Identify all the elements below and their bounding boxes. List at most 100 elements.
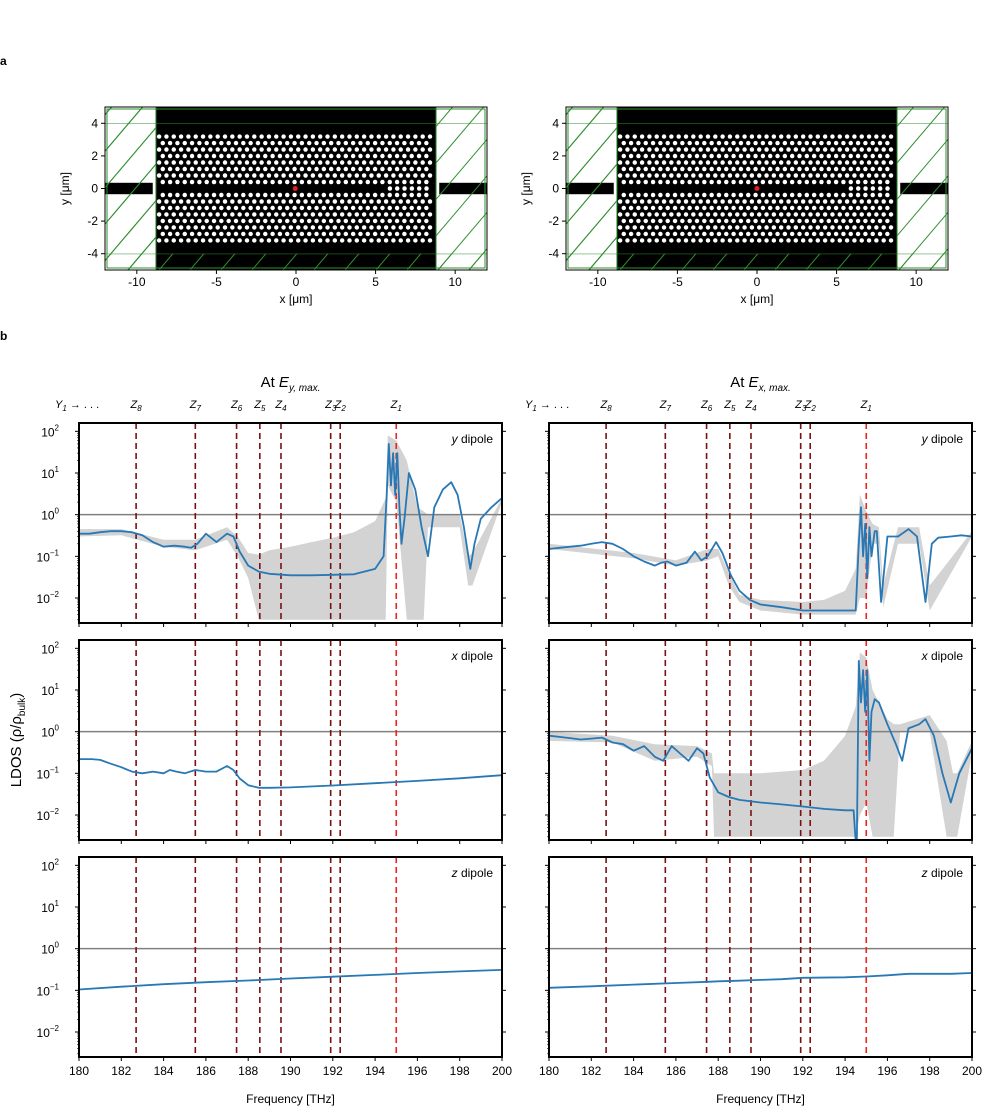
source-point <box>754 186 760 191</box>
x-tick-label: -5 <box>211 275 222 289</box>
ldos-line <box>549 972 972 989</box>
x-tick-label: 10 <box>909 275 923 289</box>
y-tick-label: 100 <box>41 941 59 957</box>
y-tick-label: 101 <box>41 465 59 481</box>
hole-lattice <box>617 134 894 243</box>
x-tick-label: -5 <box>672 275 683 289</box>
dipole-label: z dipole <box>451 866 494 880</box>
dipole-label: z dipole <box>921 866 964 880</box>
y-tick-label: -2 <box>548 214 559 228</box>
y-tick-label: -4 <box>87 247 98 261</box>
ldos-line <box>79 443 502 577</box>
uncertainty-band <box>549 494 972 615</box>
y-tick-label: 10−2 <box>37 590 60 606</box>
mode-label-Z4: Z4 <box>274 399 287 413</box>
mode-label-Z6: Z6 <box>230 399 243 413</box>
ldos-subplot-z: 102 101 100 10−1 10−2 180 182 184 186 188 190 192 19… <box>37 856 512 1078</box>
y-tick-label: 100 <box>41 724 59 740</box>
x-tick-label: 196 <box>877 1064 897 1078</box>
x-tick-label: 188 <box>708 1064 728 1078</box>
y-tick-label: 10−1 <box>37 765 60 781</box>
mode-label-Z2: Z2 <box>804 399 817 413</box>
x-tick-label: 198 <box>450 1064 470 1078</box>
dipole-label: x dipole <box>921 649 964 663</box>
ldos-y-axis-label: LDOS (ρ/ρbulk) <box>8 693 28 788</box>
geometry-plot-geom-right: -10 -5 0 5 10 -4 -2 0 2 4 x [μm] y [μm] <box>519 106 949 306</box>
x-tick-label: 10 <box>448 275 462 289</box>
subplot-frame <box>548 422 973 624</box>
subplot-frame <box>78 639 503 841</box>
mode-label-Z2: Z2 <box>334 399 347 413</box>
ldos-subplot-x: x dipole <box>545 639 976 844</box>
mode-label-Z3: Z3 <box>324 399 337 413</box>
source-point <box>292 186 298 191</box>
y-tick-label: -2 <box>87 214 98 228</box>
y-tick-label: 0 <box>552 182 559 196</box>
y-tick-label: 0 <box>91 182 98 196</box>
y-tick-label: 4 <box>552 116 559 130</box>
output-waveguide <box>900 182 948 195</box>
mode-label-Y1: Y1 → . . . <box>55 399 99 413</box>
mode-label-Z6: Z6 <box>700 399 713 413</box>
y-tick-label: 100 <box>41 507 59 523</box>
x-axis-label: Frequency [THz] <box>246 1092 335 1106</box>
input-waveguide <box>566 182 614 195</box>
x-tick-label: 192 <box>323 1064 343 1078</box>
subplot-frame <box>78 856 503 1058</box>
hole-lattice <box>156 134 433 243</box>
x-tick-label: -10 <box>589 275 607 289</box>
y-axis-label: y [μm] <box>519 172 533 205</box>
ldos-line <box>549 506 972 612</box>
x-tick-label: 186 <box>196 1064 216 1078</box>
y-tick-label: 10−1 <box>37 548 60 564</box>
x-tick-label: 184 <box>154 1064 174 1078</box>
mode-label-Z5: Z5 <box>253 399 266 413</box>
x-tick-label: 190 <box>280 1064 300 1078</box>
y-tick-label: 101 <box>41 682 59 698</box>
x-axis-label: Frequency [THz] <box>716 1092 805 1106</box>
y-tick-label: 2 <box>91 149 98 163</box>
pml-regions <box>105 107 487 270</box>
x-tick-label: 182 <box>111 1064 131 1078</box>
mode-label-Z8: Z8 <box>600 399 613 413</box>
y-tick-label: 10−1 <box>37 982 60 998</box>
x-tick-label: 184 <box>624 1064 644 1078</box>
x-tick-label: 0 <box>293 275 300 289</box>
mode-label-Z1: Z1 <box>390 399 402 413</box>
x-tick-label: 194 <box>835 1064 855 1078</box>
x-tick-label: 186 <box>666 1064 686 1078</box>
x-tick-label: 190 <box>750 1064 770 1078</box>
x-tick-label: -10 <box>128 275 146 289</box>
uncertainty-band <box>79 435 502 620</box>
y-tick-label: 2 <box>552 149 559 163</box>
x-tick-label: 5 <box>372 275 379 289</box>
x-tick-label: 188 <box>238 1064 258 1078</box>
output-waveguide <box>439 182 487 195</box>
x-tick-label: 196 <box>407 1064 427 1078</box>
ldos-subplot-x: 102 101 100 10−1 10−2 x dipole <box>37 639 506 844</box>
x-tick-label: 198 <box>920 1064 940 1078</box>
x-tick-label: 182 <box>581 1064 601 1078</box>
y-tick-label: 102 <box>41 857 59 873</box>
mode-label-Z8: Z8 <box>130 399 143 413</box>
ldos-line <box>79 758 502 789</box>
x-tick-label: 200 <box>962 1064 982 1078</box>
y-tick-label: 10−2 <box>37 1024 60 1040</box>
column-title: At Ex, max. <box>730 374 791 394</box>
subplot-frame <box>548 856 973 1058</box>
mode-label-Z3: Z3 <box>794 399 807 413</box>
x-axis-label: x [μm] <box>741 292 774 306</box>
x-tick-label: 192 <box>793 1064 813 1078</box>
dipole-label: y dipole <box>921 432 964 446</box>
x-tick-label: 5 <box>833 275 840 289</box>
ldos-subplot-y: 102 101 100 10−1 10−2 y dipole <box>37 422 506 627</box>
y-tick-label: 101 <box>41 899 59 915</box>
mode-label-Z7: Z7 <box>659 399 672 413</box>
y-tick-label: -4 <box>548 247 559 261</box>
geometry-plot-geom-left: -10 -5 0 5 10 -4 -2 0 2 4 x [μm] y [μm] <box>58 106 488 306</box>
y-tick-label: 102 <box>41 640 59 656</box>
y-axis-label: y [μm] <box>58 172 72 205</box>
x-axis-label: x [μm] <box>280 292 313 306</box>
y-tick-label: 102 <box>41 423 59 439</box>
